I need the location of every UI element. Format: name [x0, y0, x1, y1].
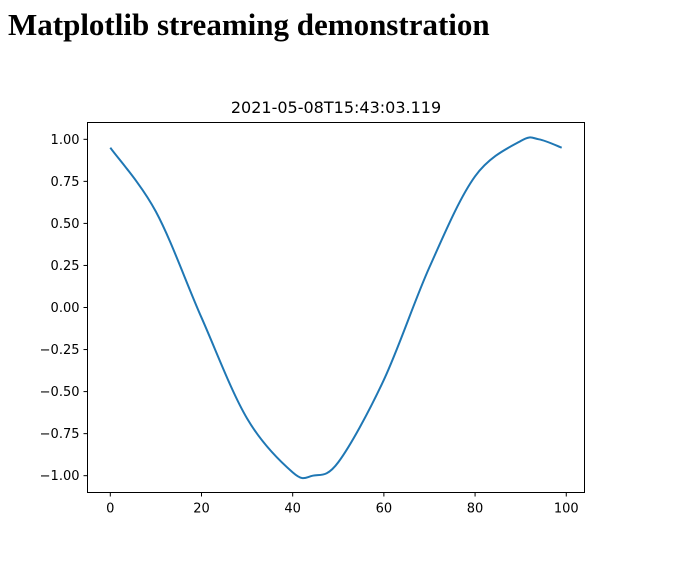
x-tick-label: 0 [106, 502, 114, 517]
x-tick-label: 20 [193, 502, 210, 517]
y-tick-label: −0.50 [40, 385, 80, 400]
x-tick-label: 60 [376, 502, 393, 517]
chart-title: 2021-05-08T15:43:03.119 [231, 98, 441, 117]
y-tick-label: −1.00 [40, 469, 80, 484]
x-tick-label: 80 [467, 502, 484, 517]
x-axis: 0 20 40 60 80 100 [106, 492, 579, 517]
y-tick-label: 0.25 [51, 259, 80, 274]
y-tick-label: −0.75 [40, 427, 80, 442]
y-tick-label: −0.25 [40, 343, 80, 358]
plot-area-frame [87, 122, 585, 493]
y-tick-label: 0.00 [51, 301, 80, 316]
page-heading: Matplotlib streaming demonstration [8, 7, 490, 42]
line-chart: 2021-05-08T15:43:03.119 1.00 0.75 0.50 0.25… [40, 98, 585, 517]
y-tick-label: 1.00 [51, 133, 80, 148]
chart-figure: 2021-05-08T15:43:03.119 1.00 0.75 0.50 0.25… [0, 86, 689, 568]
x-tick-label: 40 [284, 502, 301, 517]
y-tick-label: 0.75 [51, 175, 80, 190]
series-line [109, 136, 563, 480]
y-tick-label: 0.50 [51, 217, 80, 232]
x-tick-label: 100 [554, 502, 579, 517]
series-layer [109, 136, 563, 480]
y-axis: 1.00 0.75 0.50 0.25 0.00 −0.25 −0.50 −0.75 −1.00 [40, 133, 88, 484]
